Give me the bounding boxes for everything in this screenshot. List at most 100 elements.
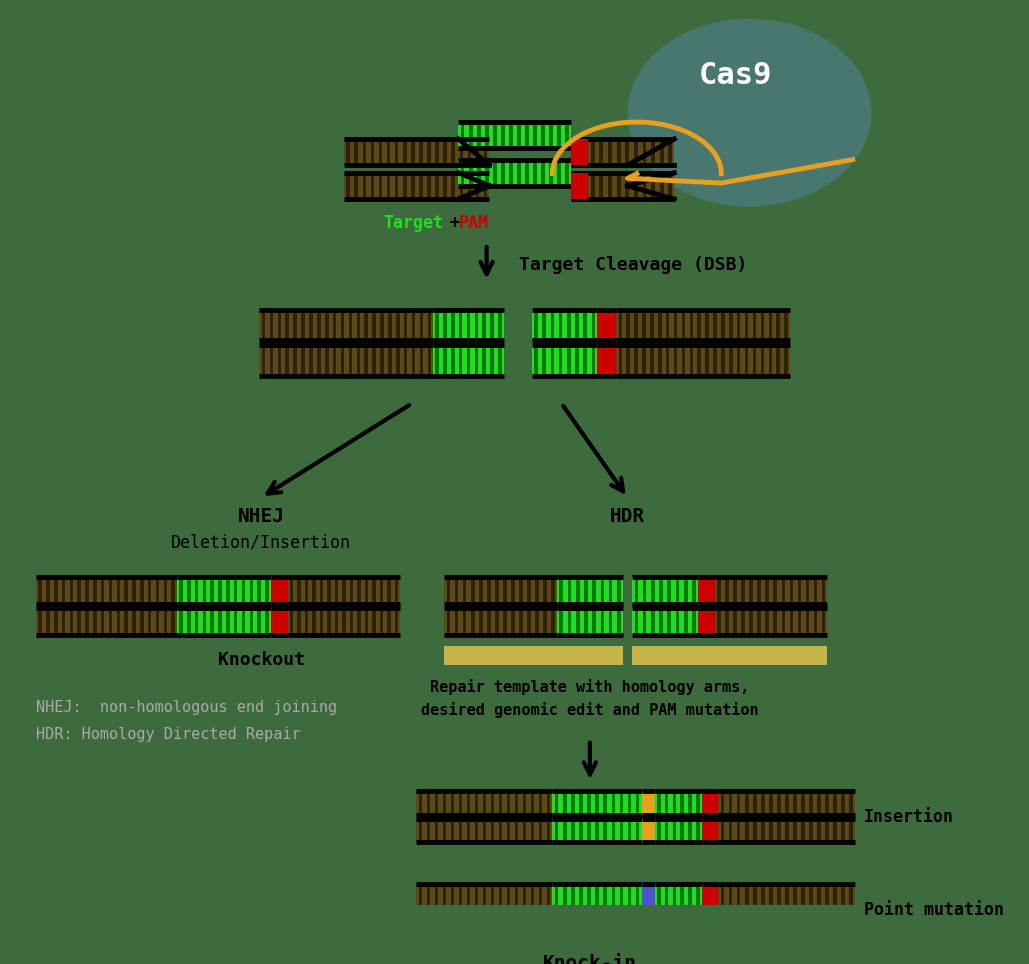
Bar [445, 608, 557, 634]
Bar [293, 345, 297, 376]
Bar [203, 577, 206, 603]
Bar [541, 122, 545, 148]
Bar [777, 912, 781, 935]
Bar [317, 345, 321, 376]
Bar [365, 608, 368, 634]
Bar [483, 818, 487, 843]
Bar [356, 345, 360, 376]
Bar [428, 345, 431, 376]
Text: Cas9: Cas9 [699, 61, 772, 90]
Bar [435, 345, 439, 376]
Bar [608, 139, 612, 165]
Bar [713, 309, 717, 340]
Bar [702, 791, 718, 815]
Bar [680, 818, 684, 843]
Bar [435, 139, 439, 165]
Bar [461, 160, 464, 186]
Bar [825, 791, 828, 815]
Bar [396, 345, 399, 376]
Bar [593, 608, 596, 634]
Bar [334, 577, 339, 603]
Bar [177, 577, 271, 603]
Bar [364, 309, 368, 340]
Bar [611, 791, 615, 815]
Bar [668, 139, 672, 165]
Bar [290, 577, 293, 603]
Bar [493, 160, 497, 186]
Bar [833, 791, 837, 815]
Bar [435, 309, 439, 340]
Bar [101, 577, 105, 603]
Bar [641, 884, 654, 908]
Bar [447, 608, 451, 634]
Bar [542, 345, 546, 376]
Bar [459, 122, 571, 148]
Bar [628, 791, 632, 815]
Bar [618, 309, 623, 340]
Bar [666, 345, 670, 376]
Bar [559, 309, 563, 340]
Bar [553, 791, 641, 815]
Bar [718, 912, 855, 935]
Bar [332, 309, 336, 340]
Bar [509, 122, 512, 148]
Bar [539, 818, 542, 843]
Bar [814, 577, 817, 603]
Bar [698, 309, 701, 340]
Bar [388, 309, 392, 340]
Bar [179, 608, 183, 634]
Bar [452, 139, 455, 165]
Bar [434, 818, 438, 843]
Bar [109, 577, 112, 603]
Bar [419, 884, 422, 908]
Bar [364, 345, 368, 376]
Bar [673, 791, 676, 815]
Bar [474, 309, 478, 340]
Bar [531, 884, 534, 908]
Bar [729, 818, 733, 843]
Bar [466, 884, 470, 908]
Bar [211, 577, 214, 603]
Bar [285, 309, 289, 340]
Bar [514, 884, 519, 908]
Bar [698, 577, 715, 603]
Bar [293, 309, 297, 340]
Bar [546, 818, 551, 843]
Bar [116, 577, 120, 603]
Bar [434, 912, 438, 935]
Bar [93, 577, 97, 603]
Bar [777, 791, 781, 815]
Bar [483, 345, 486, 376]
Bar [234, 577, 238, 603]
Bar [350, 608, 353, 634]
Bar [344, 139, 490, 165]
Bar [478, 577, 483, 603]
Bar [636, 791, 639, 815]
Bar [702, 818, 718, 843]
Text: Deletion/Insertion: Deletion/Insertion [171, 533, 351, 551]
Bar [568, 577, 571, 603]
Bar [665, 791, 668, 815]
Bar [495, 608, 499, 634]
Bar [347, 173, 350, 199]
Bar [600, 139, 603, 165]
Bar [546, 912, 551, 935]
Bar [140, 608, 144, 634]
Bar [372, 345, 376, 376]
Bar [301, 309, 305, 340]
Bar [349, 345, 352, 376]
Bar [737, 818, 741, 843]
Bar [455, 577, 459, 603]
Bar [784, 309, 788, 340]
Bar [609, 577, 612, 603]
Bar [443, 139, 447, 165]
Bar [769, 791, 773, 815]
Bar [598, 345, 616, 376]
Bar [588, 818, 591, 843]
Bar [797, 577, 802, 603]
Bar [681, 345, 685, 376]
Bar [757, 577, 761, 603]
Bar [737, 345, 741, 376]
Bar [745, 884, 748, 908]
Bar [696, 818, 700, 843]
